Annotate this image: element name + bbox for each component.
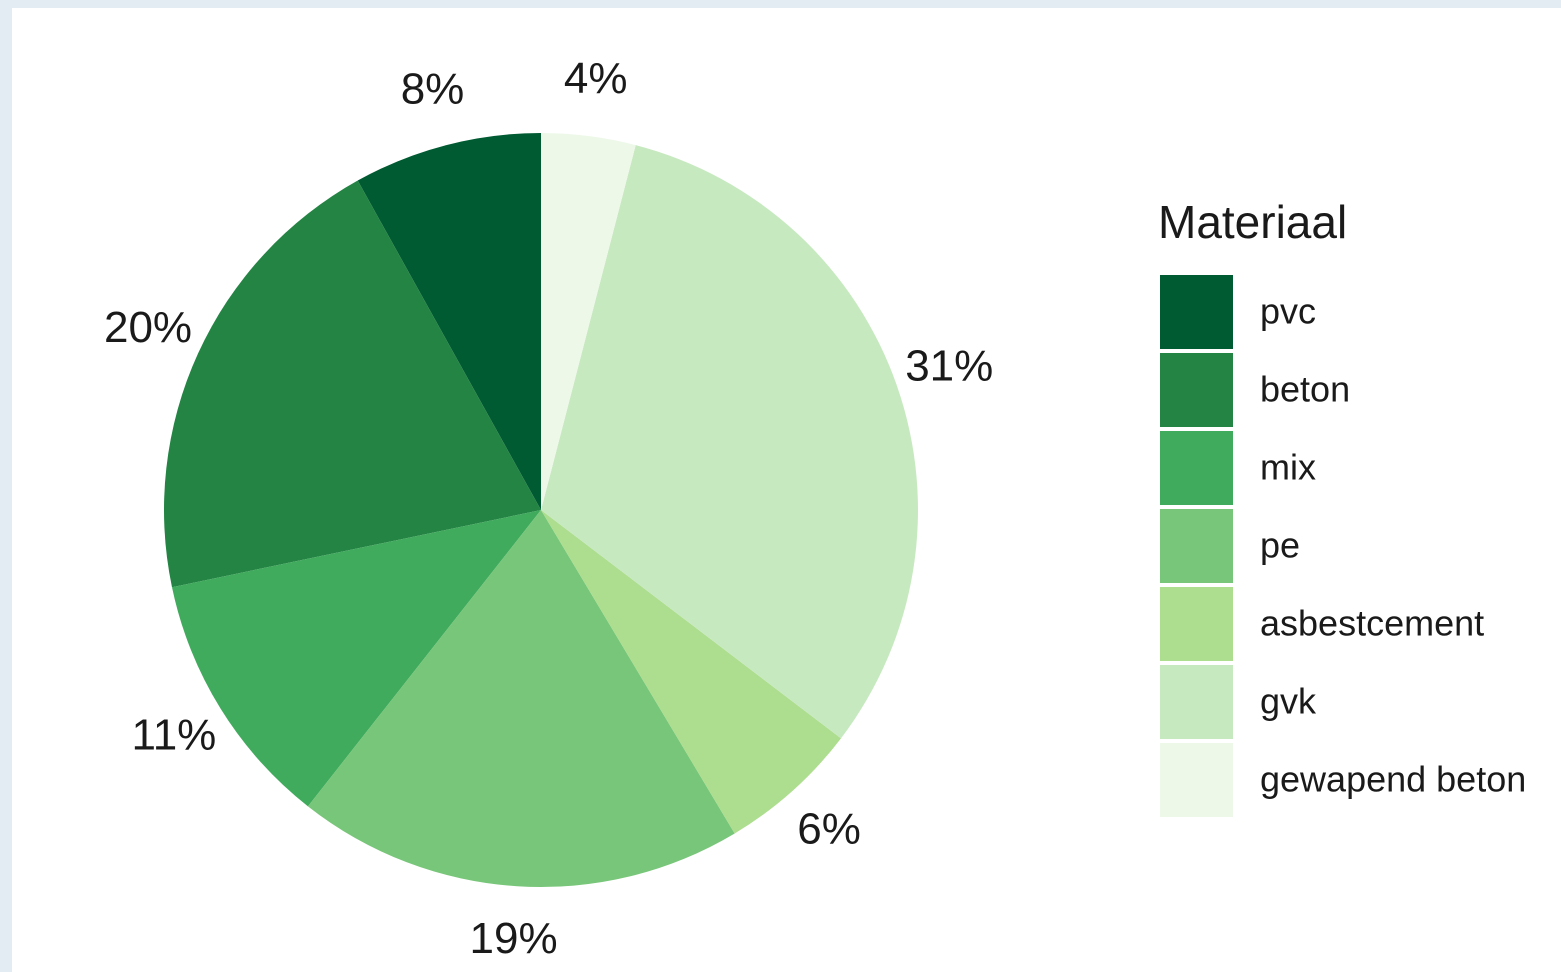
slice-label: 20%	[104, 303, 192, 352]
legend-key	[1160, 353, 1233, 427]
pie-slice	[164, 180, 541, 588]
slice-label: 31%	[905, 341, 993, 390]
legend-key	[1160, 431, 1233, 505]
legend-key	[1160, 509, 1233, 583]
pie-slice	[541, 145, 918, 739]
legend-label: mix	[1260, 447, 1316, 488]
legend-label: gewapend beton	[1260, 759, 1526, 800]
slice-label: 19%	[470, 914, 558, 963]
pie-slice	[541, 133, 636, 510]
slice-label: 11%	[132, 710, 217, 759]
legend-label: asbestcement	[1260, 603, 1484, 644]
slice-label: 4%	[564, 54, 628, 103]
slice-label: 8%	[401, 64, 465, 113]
legend-label: gvk	[1260, 681, 1317, 722]
slice-label: 6%	[797, 805, 861, 854]
legend-key	[1160, 743, 1233, 817]
legend-key	[1160, 665, 1233, 739]
pie-slice	[307, 510, 735, 887]
legend-label: pe	[1260, 525, 1300, 566]
pie-slice	[541, 510, 842, 834]
pie-slice	[171, 510, 542, 807]
legend-key	[1160, 587, 1233, 661]
legend-label: pvc	[1260, 291, 1316, 332]
legend-key	[1160, 275, 1233, 349]
legend-label: beton	[1260, 369, 1350, 410]
legend-title: Materiaal	[1158, 196, 1347, 248]
pie-slice	[357, 133, 541, 510]
